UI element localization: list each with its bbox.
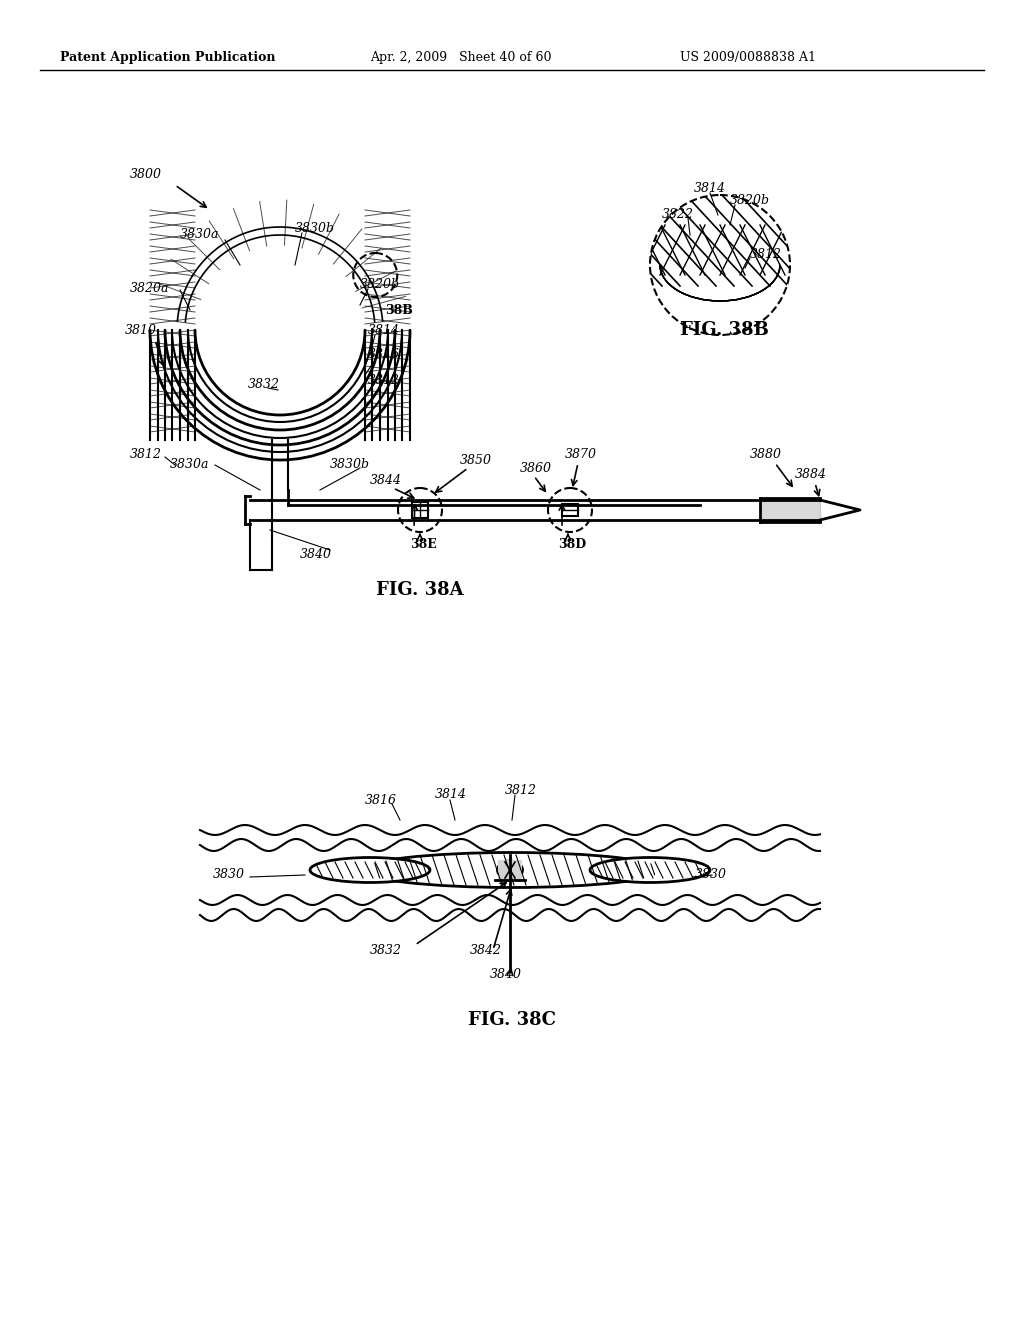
- Text: 3812: 3812: [505, 784, 537, 796]
- Text: 3830b: 3830b: [295, 222, 335, 235]
- Bar: [498, 861, 522, 880]
- Text: 3820b: 3820b: [730, 194, 770, 206]
- Ellipse shape: [590, 858, 710, 883]
- Ellipse shape: [498, 861, 522, 879]
- Text: 3870: 3870: [565, 449, 597, 462]
- Text: 3812: 3812: [750, 248, 782, 261]
- Text: 3850: 3850: [460, 454, 492, 466]
- Text: US 2009/0088838 A1: US 2009/0088838 A1: [680, 51, 816, 65]
- Text: 3880: 3880: [750, 449, 782, 462]
- Text: 3816: 3816: [365, 793, 397, 807]
- Text: 3884: 3884: [795, 469, 827, 482]
- Text: 3820a: 3820a: [130, 281, 170, 294]
- Text: 3830: 3830: [695, 869, 727, 882]
- Text: 3814: 3814: [368, 323, 400, 337]
- Text: FIG. 38A: FIG. 38A: [376, 581, 464, 599]
- Text: 3830b: 3830b: [330, 458, 370, 471]
- Text: 38D: 38D: [558, 539, 586, 552]
- Bar: [562, 504, 578, 516]
- Text: 3816: 3816: [368, 348, 400, 362]
- Bar: [412, 502, 428, 517]
- Text: Apr. 2, 2009   Sheet 40 of 60: Apr. 2, 2009 Sheet 40 of 60: [370, 51, 552, 65]
- Text: 3832: 3832: [370, 944, 402, 957]
- Text: 3842: 3842: [470, 944, 502, 957]
- Text: 3840: 3840: [490, 969, 522, 982]
- Ellipse shape: [310, 858, 430, 883]
- Text: 3810: 3810: [125, 323, 157, 337]
- Text: 3822: 3822: [662, 209, 694, 222]
- Ellipse shape: [362, 853, 662, 887]
- Text: 3830a: 3830a: [170, 458, 210, 471]
- Text: 38E: 38E: [410, 539, 437, 552]
- Text: 3814: 3814: [435, 788, 467, 801]
- Text: 3800: 3800: [130, 169, 162, 181]
- Text: 38B: 38B: [385, 304, 413, 317]
- Text: 3812: 3812: [368, 374, 400, 387]
- Text: Patent Application Publication: Patent Application Publication: [60, 51, 275, 65]
- Text: 3812: 3812: [130, 449, 162, 462]
- Text: FIG. 38B: FIG. 38B: [680, 321, 769, 339]
- Circle shape: [650, 195, 790, 335]
- Text: 3830: 3830: [213, 869, 245, 882]
- Text: 3820b: 3820b: [360, 279, 400, 292]
- Text: 3830a: 3830a: [180, 228, 219, 242]
- Text: 3832: 3832: [248, 379, 280, 392]
- Text: 3840: 3840: [300, 549, 332, 561]
- Text: 3814: 3814: [694, 181, 726, 194]
- Text: 3860: 3860: [520, 462, 552, 474]
- Text: FIG. 38C: FIG. 38C: [468, 1011, 556, 1030]
- Text: 3844: 3844: [370, 474, 402, 487]
